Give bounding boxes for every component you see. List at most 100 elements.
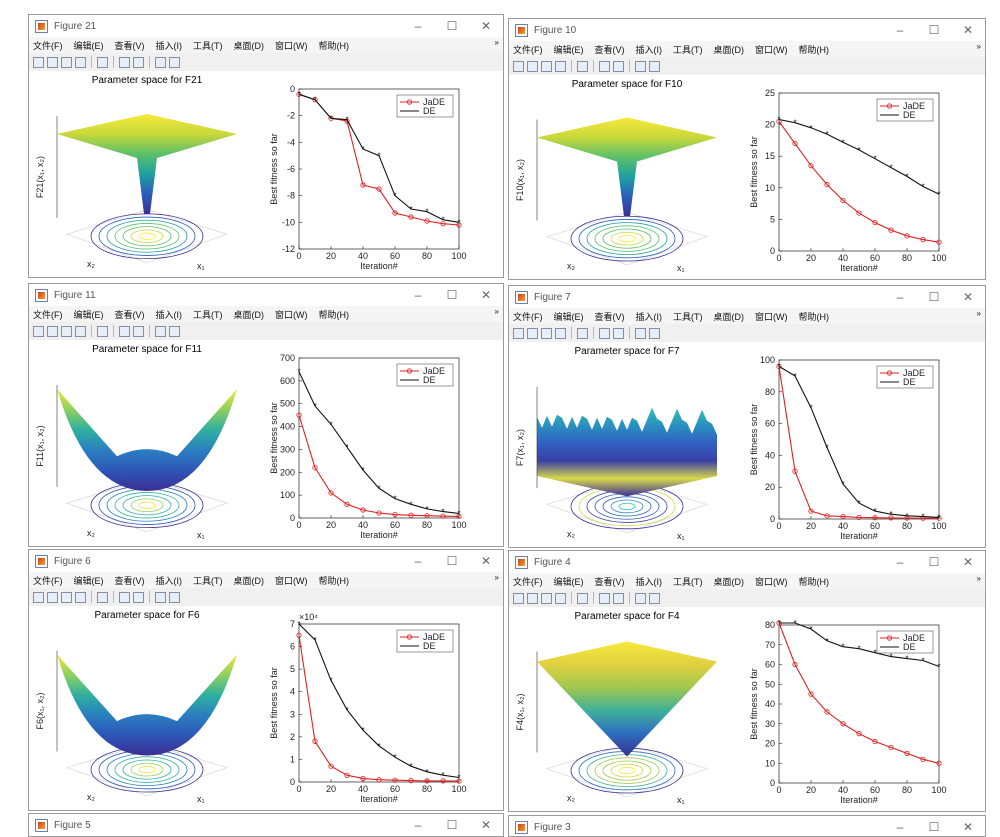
pointer-icon[interactable]	[635, 60, 646, 72]
colorbar-icon[interactable]	[599, 60, 610, 72]
figure-window[interactable]: Figure 6 – ☐ ✕ 文件(F) 编辑(E) 查看(V) 插入(I) 工具(T) 桌面(D…	[28, 549, 504, 811]
menu-item[interactable]: 插入(I)	[155, 40, 183, 51]
menu-item[interactable]: 窗口(W)	[275, 309, 308, 320]
colorbar-icon[interactable]	[599, 592, 610, 604]
link-icon[interactable]	[97, 325, 108, 337]
menu-overflow-icon[interactable]: »	[494, 573, 499, 582]
open-file-icon[interactable]	[527, 60, 538, 72]
menu-item[interactable]: 文件(F)	[33, 309, 63, 320]
menu-item[interactable]: 文件(F)	[513, 44, 543, 55]
maximize-icon[interactable]: ☐	[928, 290, 940, 304]
menu-item[interactable]: 文件(F)	[513, 311, 543, 322]
property-inspector-icon[interactable]	[169, 591, 180, 603]
menu-item[interactable]: 工具(T)	[673, 311, 703, 322]
link-icon[interactable]	[577, 60, 588, 72]
menu-overflow-icon[interactable]: »	[494, 38, 499, 47]
save-icon[interactable]	[61, 591, 72, 603]
link-icon[interactable]	[577, 592, 588, 604]
new-figure-icon[interactable]	[33, 56, 44, 68]
maximize-icon[interactable]: ☐	[928, 23, 940, 37]
close-icon[interactable]: ✕	[480, 288, 492, 302]
menu-item[interactable]: 帮助(H)	[798, 44, 830, 55]
menu-item[interactable]: 工具(T)	[193, 575, 223, 586]
menu-item[interactable]: 编辑(E)	[553, 44, 584, 55]
close-icon[interactable]: ✕	[962, 23, 974, 37]
menu-item[interactable]: 桌面(D)	[233, 40, 265, 51]
minimize-icon[interactable]: –	[414, 818, 422, 832]
link-icon[interactable]	[97, 591, 108, 603]
new-figure-icon[interactable]	[513, 592, 524, 604]
menu-item[interactable]: 帮助(H)	[318, 575, 350, 586]
property-inspector-icon[interactable]	[649, 60, 660, 72]
minimize-icon[interactable]: –	[414, 554, 422, 568]
title-bar[interactable]: Figure 21 – ☐ ✕	[29, 15, 503, 37]
maximize-icon[interactable]: ☐	[446, 19, 458, 33]
minimize-icon[interactable]: –	[896, 290, 904, 304]
figure-window[interactable]: Figure 11 – ☐ ✕ 文件(F) 编辑(E) 查看(V) 插入(I) 工具(T) 桌面(…	[28, 283, 504, 547]
menu-item[interactable]: 查看(V)	[594, 311, 625, 322]
menu-item[interactable]: 帮助(H)	[798, 576, 830, 587]
pointer-icon[interactable]	[635, 327, 646, 339]
close-icon[interactable]: ✕	[962, 555, 974, 569]
print-icon[interactable]	[555, 60, 566, 72]
menu-item[interactable]: 桌面(D)	[233, 575, 265, 586]
new-figure-icon[interactable]	[33, 325, 44, 337]
menu-item[interactable]: 文件(F)	[513, 576, 543, 587]
minimize-icon[interactable]: –	[896, 23, 904, 37]
pointer-icon[interactable]	[155, 56, 166, 68]
link-icon[interactable]	[97, 56, 108, 68]
menu-overflow-icon[interactable]: »	[976, 42, 981, 51]
property-inspector-icon[interactable]	[649, 327, 660, 339]
figure-window[interactable]: Figure 4 – ☐ ✕ 文件(F) 编辑(E) 查看(V) 插入(I) 工具(T) 桌面(D…	[508, 550, 986, 812]
legend-icon[interactable]	[613, 60, 624, 72]
menu-item[interactable]: 桌面(D)	[713, 576, 745, 587]
maximize-icon[interactable]: ☐	[928, 820, 940, 834]
open-file-icon[interactable]	[527, 592, 538, 604]
menu-item[interactable]: 编辑(E)	[553, 311, 584, 322]
legend-icon[interactable]	[133, 325, 144, 337]
menu-item[interactable]: 窗口(W)	[275, 575, 308, 586]
figure-window-partial[interactable]: Figure 5 – ☐ ✕	[28, 813, 504, 837]
legend-icon[interactable]	[613, 327, 624, 339]
menu-item[interactable]: 插入(I)	[155, 575, 183, 586]
open-file-icon[interactable]	[47, 591, 58, 603]
menu-item[interactable]: 查看(V)	[594, 576, 625, 587]
open-file-icon[interactable]	[527, 327, 538, 339]
minimize-icon[interactable]: –	[896, 820, 904, 834]
menu-item[interactable]: 桌面(D)	[233, 309, 265, 320]
menu-item[interactable]: 文件(F)	[33, 40, 63, 51]
menu-item[interactable]: 插入(I)	[155, 309, 183, 320]
colorbar-icon[interactable]	[119, 325, 130, 337]
minimize-icon[interactable]: –	[896, 555, 904, 569]
property-inspector-icon[interactable]	[169, 56, 180, 68]
pointer-icon[interactable]	[155, 325, 166, 337]
figure-window[interactable]: Figure 21 – ☐ ✕ 文件(F) 编辑(E) 查看(V) 插入(I) 工具(T) 桌面(…	[28, 14, 504, 278]
close-icon[interactable]: ✕	[480, 19, 492, 33]
pointer-icon[interactable]	[635, 592, 646, 604]
new-figure-icon[interactable]	[513, 60, 524, 72]
menu-item[interactable]: 工具(T)	[673, 576, 703, 587]
maximize-icon[interactable]: ☐	[446, 554, 458, 568]
new-figure-icon[interactable]	[33, 591, 44, 603]
menu-item[interactable]: 帮助(H)	[318, 40, 350, 51]
menu-item[interactable]: 工具(T)	[193, 40, 223, 51]
menu-item[interactable]: 插入(I)	[635, 311, 663, 322]
menu-overflow-icon[interactable]: »	[976, 574, 981, 583]
link-icon[interactable]	[577, 327, 588, 339]
menu-item[interactable]: 编辑(E)	[73, 40, 104, 51]
menu-item[interactable]: 窗口(W)	[755, 576, 788, 587]
menu-item[interactable]: 工具(T)	[673, 44, 703, 55]
menu-item[interactable]: 编辑(E)	[73, 575, 104, 586]
print-icon[interactable]	[75, 591, 86, 603]
title-bar[interactable]: Figure 6 – ☐ ✕	[29, 550, 503, 572]
minimize-icon[interactable]: –	[414, 19, 422, 33]
menu-overflow-icon[interactable]: »	[976, 309, 981, 318]
title-bar[interactable]: Figure 3 – ☐ ✕	[509, 816, 985, 836]
minimize-icon[interactable]: –	[414, 288, 422, 302]
menu-item[interactable]: 帮助(H)	[318, 309, 350, 320]
colorbar-icon[interactable]	[119, 56, 130, 68]
maximize-icon[interactable]: ☐	[928, 555, 940, 569]
legend-icon[interactable]	[613, 592, 624, 604]
menu-item[interactable]: 文件(F)	[33, 575, 63, 586]
menu-item[interactable]: 查看(V)	[114, 309, 145, 320]
